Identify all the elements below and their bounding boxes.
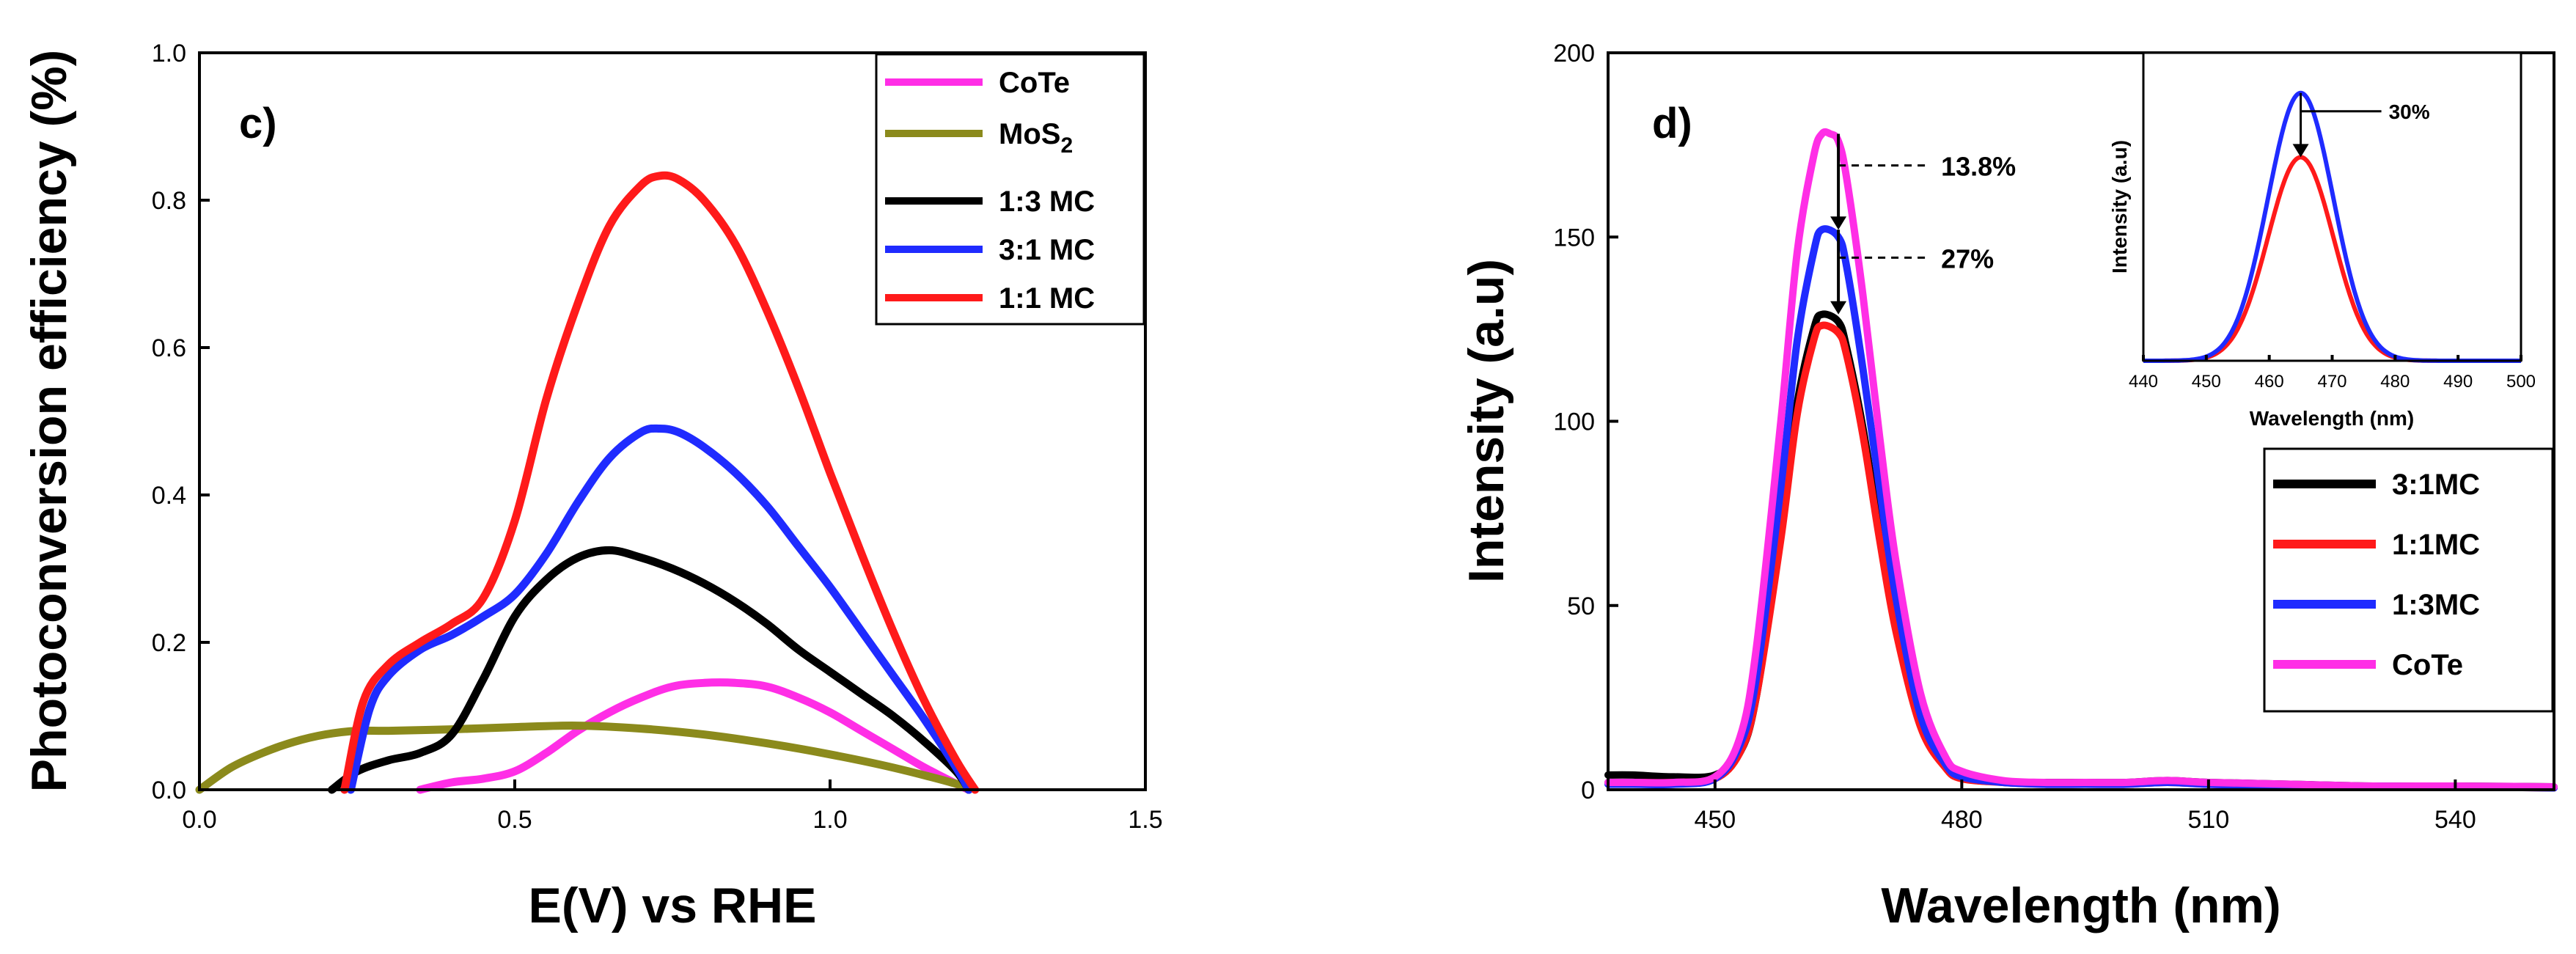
legend-label-d-1-3mc: 1:3MC (2392, 589, 2480, 621)
panel-d-x-axis-title: Wavelength (nm) (1881, 878, 2280, 933)
panel-d-x-tick-label: 540 (2434, 806, 2476, 834)
inset-x-tick-label: 450 (2192, 372, 2221, 392)
panel-c-y-axis-title: Photoconversion efficiency (%) (21, 50, 77, 793)
panel-d-inset: 440 450 460 470 480 490 500 30% Wavelength (nm… (2108, 51, 2536, 430)
panel-d-annotation-label-2: 27% (1941, 243, 1994, 274)
inset-ticks: 440 450 460 470 480 490 500 (2129, 355, 2536, 392)
panel-c-legend: CoTe MoS2 1:3 MC 3:1 MC 1:1 MC (875, 53, 1145, 326)
series-line-mos2 (195, 722, 973, 794)
panel-c-y-tick-label: 0.0 (152, 777, 186, 804)
series-line-3-1-mc (346, 424, 973, 794)
inset-x-tick-label: 470 (2317, 372, 2346, 392)
inset-x-tick-label: 440 (2129, 372, 2158, 392)
panel-c-y-tick-label: 0.6 (152, 334, 186, 362)
panel-d-x-tick-label: 480 (1941, 806, 1983, 834)
legend-label-mos2: MoS2 (999, 118, 1073, 158)
series-line-cote (416, 678, 973, 794)
panel-c-y-tick-label: 0.8 (152, 187, 186, 215)
panel-d-x-tick-label: 510 (2188, 806, 2230, 834)
panel-c-ticks: 0.0 0.5 1.0 1.5 0.0 0.2 0.4 0.6 0.8 1.0 (152, 40, 1163, 834)
legend-label-cote: CoTe (999, 67, 1070, 99)
panel-d-chart: 450 480 510 540 0 50 100 150 200 13.8% 27% d) Wav… (1458, 40, 2558, 933)
panel-c-x-tick-label: 1.5 (1128, 806, 1162, 834)
inset-x-tick-label: 460 (2255, 372, 2284, 392)
panel-c-plot-frame (198, 51, 1147, 791)
panel-d-annotation-arrow-1-head (1830, 216, 1847, 230)
panel-d-y-axis-title: Intensity (a.u) (1458, 259, 1514, 583)
panel-d-y-tick-label: 50 (1567, 592, 1595, 620)
panel-c-series-layer (195, 171, 980, 794)
panel-c-x-axis-title: E(V) vs RHE (529, 878, 817, 933)
panel-d-y-tick-label: 150 (1553, 224, 1595, 252)
inset-annotation-arrow-head (2292, 144, 2309, 158)
inset-annotation: 30% (2292, 92, 2430, 158)
legend-label-1-1-mc: 1:1 MC (999, 282, 1095, 315)
inset-x-tick-label: 480 (2380, 372, 2410, 392)
panel-c-x-tick-label: 1.0 (812, 806, 847, 834)
panel-c-chart: 0.0 0.5 1.0 1.5 0.0 0.2 0.4 0.6 0.8 1.0 c) E(V) v… (21, 40, 1163, 933)
panel-d-label: d) (1652, 100, 1692, 147)
legend-label-d-1-1mc: 1:1MC (2392, 529, 2480, 561)
legend-label-1-3-mc: 1:3 MC (999, 186, 1095, 218)
panel-d-ticks: 450 480 510 540 0 50 100 150 200 (1553, 40, 2476, 834)
panel-d-x-tick-label: 450 (1694, 806, 1736, 834)
panel-d-y-tick-label: 100 (1553, 408, 1595, 436)
inset-x-tick-label: 490 (2443, 372, 2473, 392)
series-line-d-cote (1604, 128, 2558, 790)
panel-d-y-tick-label: 200 (1553, 40, 1595, 67)
inset-x-tick-label: 500 (2506, 372, 2536, 392)
panel-d-y-tick-label: 0 (1581, 777, 1595, 804)
inset-y-axis-title: Intensity (a.u) (2108, 140, 2131, 274)
series-line-1-3-mc (328, 546, 973, 794)
panel-c-x-tick-label: 0.0 (182, 806, 216, 834)
panel-c-x-tick-label: 0.5 (497, 806, 532, 834)
panel-c-y-tick-label: 0.4 (152, 482, 186, 510)
panel-c-label: c) (239, 100, 277, 147)
panel-d-annotation-label-1: 13.8% (1941, 152, 2016, 182)
legend-label-d-3-1mc: 3:1MC (2392, 469, 2480, 501)
panel-c-legend-box (875, 53, 1145, 326)
panel-c-y-tick-label: 1.0 (152, 40, 186, 67)
inset-annotation-label: 30% (2389, 100, 2430, 123)
panel-d-annotations: 13.8% 27% (1830, 133, 2016, 315)
series-line-1-1-mc (340, 171, 980, 794)
panel-c-y-tick-label: 0.2 (152, 629, 186, 657)
inset-background (2143, 53, 2521, 361)
legend-label-d-cote: CoTe (2392, 649, 2463, 681)
inset-x-axis-title: Wavelength (nm) (2250, 407, 2415, 430)
legend-label-3-1-mc: 3:1 MC (999, 234, 1095, 266)
panel-d-legend: 3:1MC 1:1MC 1:3MC CoTe (2263, 447, 2554, 713)
panel-d-annotation-arrow-2-head (1830, 301, 1847, 315)
